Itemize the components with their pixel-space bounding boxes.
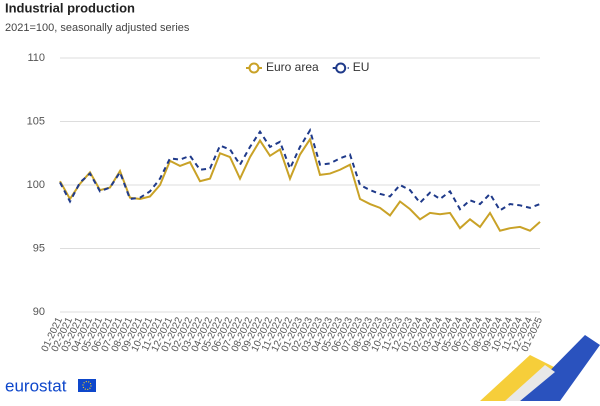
corner-decoration bbox=[480, 335, 600, 401]
y-tick-label: 90 bbox=[33, 306, 45, 318]
logo-text: eurostat bbox=[5, 376, 67, 395]
legend-label: Euro area bbox=[266, 60, 319, 74]
legend-marker bbox=[248, 62, 260, 74]
legend-marker bbox=[335, 62, 347, 74]
eu-flag bbox=[78, 379, 96, 392]
y-tick-label: 95 bbox=[33, 242, 45, 254]
series-line bbox=[59, 127, 541, 212]
series-line bbox=[59, 136, 541, 232]
chart-title: Industrial production bbox=[5, 0, 135, 15]
logo: eurostat bbox=[5, 376, 96, 395]
y-tick-label: 105 bbox=[27, 115, 45, 127]
legend-label: EU bbox=[353, 60, 370, 74]
y-tick-label: 110 bbox=[27, 52, 45, 64]
flag-stars bbox=[82, 380, 92, 391]
chart-subtitle: 2021=100, seasonally adjusted series bbox=[5, 22, 190, 34]
y-tick-label: 100 bbox=[27, 179, 45, 191]
